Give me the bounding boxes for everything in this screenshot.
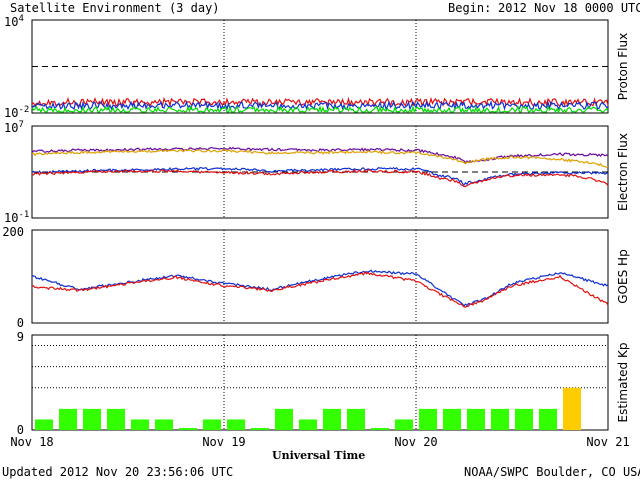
kp-bar: [83, 408, 101, 430]
x-tick-label: Nov 18: [10, 435, 53, 449]
electron-ytick-top: 107: [4, 120, 24, 135]
kp-bar: [371, 428, 389, 430]
begin-value: 2012 Nov 18 0000 UTC: [498, 1, 640, 15]
electron-ytick-bottom: 10-1: [4, 210, 29, 225]
kp-bar: [347, 408, 365, 430]
kp-ylabel: Estimated Kp: [616, 343, 630, 423]
hp-ylabel: GOES Hp: [616, 249, 630, 303]
electron-series-purple: [31, 146, 609, 164]
credit-text: NOAA/SWPC Boulder, CO USA: [464, 465, 640, 479]
kp-panel-frame: [31, 334, 609, 431]
electron-series-blue: [31, 166, 609, 186]
kp-bar: [275, 408, 293, 430]
kp-bar: [563, 387, 581, 430]
proton-ytick-top: 104: [4, 14, 24, 29]
proton-series-blue: [31, 100, 609, 112]
kp-bar: [467, 408, 485, 430]
x-tick-label: Nov 21: [586, 435, 629, 449]
kp-bar: [419, 408, 437, 430]
proton-ytick-bottom: 10-2: [4, 105, 29, 120]
kp-bar: [251, 428, 269, 430]
chart-title: Satellite Environment (3 day): [10, 1, 220, 15]
hp-panel-frame: [31, 229, 609, 324]
kp-bar: [35, 419, 53, 430]
proton-series-green: [31, 104, 609, 114]
kp-bar: [59, 408, 77, 430]
kp-bar: [491, 408, 509, 430]
kp-bar: [131, 419, 149, 430]
proton-panel-frame: [31, 19, 609, 114]
electron-series-orange: [31, 148, 609, 168]
x-axis-label: Universal Time: [272, 449, 366, 462]
electron-ylabel: Electron Flux: [616, 133, 630, 211]
kp-ytick-bottom: 0: [17, 423, 24, 437]
updated-timestamp: Updated 2012 Nov 20 23:56:06 UTC: [2, 465, 234, 479]
proton-ylabel: Proton Flux: [616, 33, 630, 100]
x-tick-label: Nov 19: [202, 435, 245, 449]
begin-label: Begin:: [448, 1, 492, 15]
kp-bar: [155, 419, 173, 430]
electron-series-red: [31, 169, 609, 188]
kp-bar: [515, 408, 533, 430]
kp-bar: [539, 408, 557, 430]
kp-ytick-top: 9: [17, 330, 24, 344]
kp-bar: [299, 419, 317, 430]
x-tick-label: Nov 20: [394, 435, 437, 449]
kp-bar: [179, 428, 197, 430]
kp-bar: [443, 408, 461, 430]
kp-bar: [395, 419, 413, 430]
kp-bar: [323, 408, 341, 430]
kp-bar: [203, 419, 221, 430]
kp-bar: [227, 419, 245, 430]
hp-series-blue: [31, 269, 609, 307]
kp-bar: [107, 408, 125, 430]
hp-ytick-top: 200: [2, 225, 24, 239]
proton-series-red: [31, 96, 609, 108]
hp-series-red: [31, 271, 609, 308]
hp-ytick-bottom: 0: [17, 316, 24, 330]
